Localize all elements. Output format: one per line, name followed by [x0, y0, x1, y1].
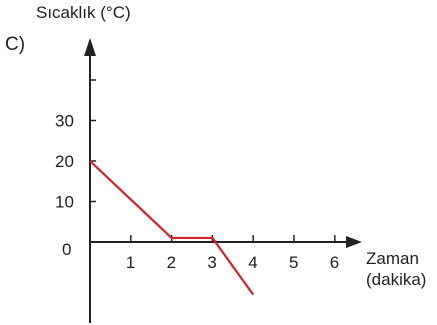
series-layer	[89, 160, 255, 296]
x-tick-label: 1	[126, 253, 135, 272]
x-tick-label: 2	[167, 253, 176, 272]
x-tick-label: 4	[248, 253, 257, 272]
y-tick-label: 0	[62, 240, 71, 259]
y-tick-label: 10	[55, 193, 74, 212]
y-tick-label: 20	[55, 152, 74, 171]
x-axis-title-line1: Zaman	[366, 249, 419, 268]
axes	[84, 38, 362, 323]
panel-label: C)	[5, 34, 25, 55]
y-tick-label: 30	[55, 112, 74, 131]
x-tick-label: 3	[207, 253, 216, 272]
y-axis-arrow	[84, 38, 96, 56]
y-axis-title: Sıcaklık (°C)	[36, 3, 131, 22]
tick-labels: 1 2 3 4 5 6 0 10 20 30	[55, 112, 339, 273]
x-tick-label: 5	[289, 253, 298, 272]
x-tick-label: 6	[330, 253, 339, 272]
x-axis-arrow	[346, 236, 362, 248]
temperature-line	[89, 160, 255, 296]
axis-ticks	[90, 79, 336, 242]
x-axis-title-line2: (dakika)	[366, 270, 426, 289]
